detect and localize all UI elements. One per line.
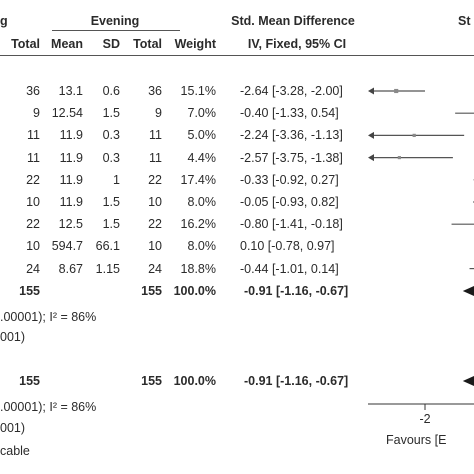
study-weight: 7.0% xyxy=(187,106,217,121)
study-weight: 4.4% xyxy=(187,150,217,165)
col-header-total-2: Total xyxy=(133,37,162,51)
study-total-1: 22 xyxy=(26,172,40,187)
study-sd: 0.3 xyxy=(102,128,120,143)
subtotal-total-2: 155 xyxy=(141,284,162,298)
subtotal-ci: -0.91 [-1.16, -0.67] xyxy=(244,284,349,298)
subtotal-total-1: 155 xyxy=(19,284,40,298)
study-total-2: 9 xyxy=(155,106,162,121)
x-tick-label: -2 xyxy=(419,412,431,426)
study-sd: 66.1 xyxy=(95,239,120,254)
header-evening-group: Evening xyxy=(90,14,140,28)
study-sd: 1.15 xyxy=(95,261,120,276)
favours-label: Favours [E xyxy=(386,433,447,447)
study-mean: 594.7 xyxy=(51,239,83,254)
study-point xyxy=(397,156,401,160)
study-mean: 11.9 xyxy=(59,128,83,143)
study-total-2: 24 xyxy=(148,261,162,276)
study-mean: 11.9 xyxy=(59,172,83,187)
subtotal-weight: 100.0% xyxy=(173,284,216,298)
study-mean: 11.9 xyxy=(59,195,83,209)
study-sd: 1.5 xyxy=(102,217,120,232)
study-total-1: 10 xyxy=(26,239,40,254)
subtotal-heterogeneity: .00001); I² = 86% xyxy=(0,310,97,324)
subtotal-test: 001) xyxy=(0,330,26,344)
study-total-2: 10 xyxy=(148,195,162,209)
study-total-1: 24 xyxy=(26,261,40,276)
subtotal-diamond xyxy=(462,286,474,296)
header-partial-right: St xyxy=(458,14,471,28)
overall-total-1: 155 xyxy=(19,374,40,388)
study-total-1: 10 xyxy=(26,195,40,209)
study-sd: 1 xyxy=(113,172,120,187)
study-weight: 17.4% xyxy=(180,172,216,187)
study-ci: -2.24 [-3.36, -1.13] xyxy=(240,128,343,143)
col-header-sd: SD xyxy=(102,37,120,51)
study-weight: 5.0% xyxy=(187,128,217,143)
study-ci: -2.57 [-3.75, -1.38] xyxy=(240,150,343,165)
study-ci: -0.80 [-1.41, -0.18] xyxy=(240,217,343,232)
evening-group-underline xyxy=(52,30,180,31)
study-mean: 12.5 xyxy=(58,217,83,232)
study-ci: 0.10 [-0.78, 0.97] xyxy=(240,239,335,254)
study-total-1: 11 xyxy=(27,128,40,143)
study-total-1: 22 xyxy=(26,217,40,232)
study-weight: 8.0% xyxy=(187,195,217,209)
study-ci: -0.05 [-0.93, 0.82] xyxy=(240,195,339,209)
study-total-2: 22 xyxy=(148,172,162,187)
overall-diamond xyxy=(462,376,474,386)
study-point xyxy=(412,133,416,138)
ci-arrow xyxy=(368,131,374,139)
col-header-total-1: Total xyxy=(11,37,40,51)
study-weight: 18.8% xyxy=(180,261,216,276)
study-point xyxy=(394,88,399,94)
study-sd: 1.5 xyxy=(102,195,120,209)
overall-test: 001) xyxy=(0,421,26,435)
overall-heterogeneity: .00001); I² = 86% xyxy=(0,400,97,414)
study-total-2: 11 xyxy=(149,128,162,143)
study-ci: -0.44 [-1.01, 0.14] xyxy=(240,261,339,276)
study-sd: 0.6 xyxy=(102,84,120,98)
study-sd: 0.3 xyxy=(102,150,120,165)
study-mean: 8.67 xyxy=(58,261,83,276)
study-mean: 11.9 xyxy=(59,150,83,165)
footer-applicable: cable xyxy=(0,444,30,458)
header-partial-left: g xyxy=(0,14,8,28)
study-total-1: 36 xyxy=(26,84,40,98)
study-sd: 1.5 xyxy=(102,106,120,121)
col-header-method: IV, Fixed, 95% CI xyxy=(247,37,347,51)
col-header-mean: Mean xyxy=(51,37,83,51)
study-total-2: 11 xyxy=(149,150,162,165)
study-ci: -2.64 [-3.28, -2.00] xyxy=(240,84,343,98)
col-header-weight: Weight xyxy=(174,37,216,51)
study-weight: 8.0% xyxy=(187,239,217,254)
study-ci: -0.33 [-0.92, 0.27] xyxy=(240,172,339,187)
ci-arrow xyxy=(368,154,374,162)
study-mean: 12.54 xyxy=(51,106,83,121)
study-total-1: 9 xyxy=(33,106,40,121)
ci-arrow xyxy=(368,87,374,95)
study-total-1: 11 xyxy=(27,150,40,165)
study-total-2: 36 xyxy=(148,84,162,98)
study-ci: -0.40 [-1.33, 0.54] xyxy=(240,106,339,121)
study-total-2: 22 xyxy=(148,217,162,232)
study-total-2: 10 xyxy=(148,239,162,254)
study-mean: 13.1 xyxy=(58,84,83,98)
header-rule xyxy=(0,55,474,56)
study-weight: 16.2% xyxy=(180,217,216,232)
study-weight: 15.1% xyxy=(180,84,216,98)
header-smd-group: Std. Mean Difference xyxy=(231,14,355,28)
overall-ci: -0.91 [-1.16, -0.67] xyxy=(244,374,349,388)
overall-total-2: 155 xyxy=(141,374,162,388)
overall-weight: 100.0% xyxy=(173,374,216,388)
